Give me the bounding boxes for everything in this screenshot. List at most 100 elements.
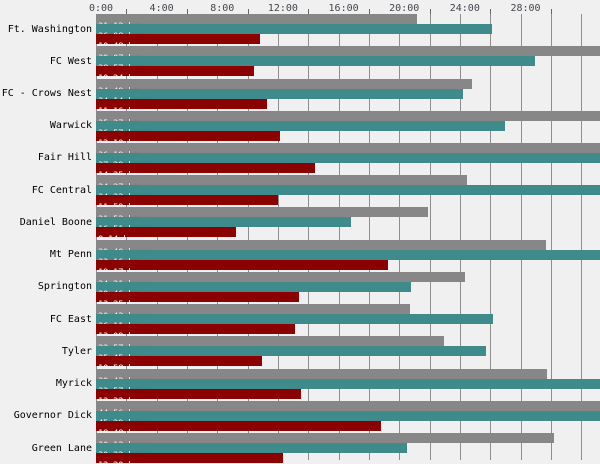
- bar-value-label: 9:14<br>ψ: [96, 235, 144, 237]
- teal-bar-series-bar: 26:11<br>ψ: [96, 314, 493, 325]
- gridline: [490, 14, 492, 460]
- bar-value-label: 12:20<br>ψ: [96, 461, 149, 463]
- teal-bar-series-bar: 33:16<br>ψ: [96, 249, 600, 260]
- axis-minor-tick: [308, 9, 310, 14]
- bar-value-label: 25:45<br>ψ: [96, 354, 149, 356]
- bar-value-label: 28:57<br>ψ: [96, 64, 149, 66]
- bar-value-label: 29:40<br>ψ: [96, 248, 149, 250]
- gridline: [277, 14, 279, 460]
- bar-value-label: 18:48<br>ψ: [96, 429, 149, 431]
- bar-value-label: 19:17<br>ψ: [96, 268, 149, 270]
- bar-value-label: 20:32<br>ψ: [96, 451, 149, 453]
- gridline: [247, 14, 249, 460]
- axis-minor-tick: [247, 9, 249, 14]
- teal-bar-series-bar: 45:29<br>ψ: [96, 410, 600, 421]
- bar-value-label: 10:24<br>ψ: [96, 74, 149, 76]
- dark-red-bar-series-bar: 11:59<br>ψ: [96, 195, 278, 206]
- dark-red-bar-series-bar: 10:24<br>ψ: [96, 66, 254, 77]
- dark-red-bar-series-bar: 9:14<br>ψ: [96, 227, 236, 238]
- axis-tick-label: 4:00: [149, 3, 174, 14]
- bar-value-label: 11:16<br>ψ: [96, 107, 149, 109]
- dark-red-bar-series-bar: 12:20<br>ψ: [96, 453, 283, 463]
- gray-bar-series-bar: 30:13<br>ψ: [96, 433, 555, 443]
- bar-value-label: 39:07<br>ψ: [96, 54, 149, 56]
- bar-value-label: 37:29<br>ψ: [96, 161, 149, 163]
- gridline: [308, 14, 310, 460]
- bar-value-label: 10:58<br>ψ: [96, 364, 149, 366]
- axis-tick-label: 16:00: [328, 3, 359, 14]
- axis-minor-tick: [490, 9, 492, 14]
- gray-bar-series-bar: 24:21<br>ψ: [96, 271, 466, 282]
- dark-red-bar-series-bar: 11:16<br>ψ: [96, 98, 267, 109]
- axis-minor-tick: [187, 9, 188, 14]
- gray-bar-series-bar: 21:12<br>ψ: [96, 14, 418, 24]
- gray-bar-series-bar: 36:19<br>ψ: [96, 142, 600, 153]
- gray-bar-series-bar: 24:49<br>ψ: [96, 78, 473, 89]
- bar-value-label: 29:43<br>ψ: [96, 377, 149, 379]
- teal-bar-series-bar: 24:14<br>ψ: [96, 88, 464, 99]
- gray-bar-series-bar: 29:40<br>ψ: [96, 239, 546, 250]
- gridline: [459, 14, 461, 460]
- dark-red-bar-series-bar: 19:17<br>ψ: [96, 259, 389, 270]
- bar-value-label: 36:19<br>ψ: [96, 151, 149, 153]
- axis-minor-tick: [550, 9, 552, 14]
- category-label: Warwick: [49, 120, 92, 132]
- bar-value-label: 26:57<br>ψ: [96, 129, 149, 131]
- gray-bar-series-bar: 39:07<br>ψ: [96, 46, 600, 57]
- bar-value-label: 24:27<br>ψ: [96, 183, 149, 185]
- gray-bar-series-bar: 24:27<br>ψ: [96, 175, 467, 186]
- axis-tick-label: 0:00: [88, 3, 114, 14]
- axis-tick-label: 8:00: [210, 3, 235, 14]
- teal-bar-series-bar: 25:45<br>ψ: [96, 346, 487, 357]
- gridline: [368, 14, 370, 460]
- category-label: Daniel Boone: [19, 216, 92, 228]
- gridline: [550, 14, 552, 460]
- bar-value-label: 11:59<br>ψ: [96, 203, 149, 205]
- axis-tick-label: 20:00: [389, 3, 420, 14]
- gridline: [581, 14, 583, 460]
- bar-value-label: 33:16<br>ψ: [96, 258, 149, 260]
- category-label: Myrick: [55, 378, 92, 389]
- axis-minor-tick: [126, 9, 128, 14]
- dark-red-bar-series-bar: 12:10<br>ψ: [96, 130, 281, 141]
- teal-bar-series-bar: 20:32<br>ψ: [96, 443, 408, 453]
- gray-bar-series-bar: 35:37<br>ψ: [96, 110, 600, 121]
- bar-value-label: 26:08<br>ψ: [96, 32, 149, 34]
- teal-bar-series-bar: 34:22<br>ψ: [96, 185, 600, 196]
- teal-bar-series-bar: 20:46<br>ψ: [96, 281, 411, 292]
- axis-tick-label: 24:00: [449, 3, 480, 14]
- bar-value-label: 21:12<br>ψ: [96, 22, 149, 24]
- teal-bar-series-bar: 28:57<br>ψ: [96, 56, 535, 67]
- dark-red-bar-series-bar: 10:58<br>ψ: [96, 356, 263, 367]
- bar-value-label: 24:49<br>ψ: [96, 87, 149, 89]
- dark-red-bar-series-bar: 14:25<br>ψ: [96, 162, 315, 173]
- bar-value-label: 34:22<br>ψ: [96, 193, 149, 195]
- bar-value-label: 30:13<br>ψ: [96, 441, 149, 443]
- category-label: FC West: [49, 55, 92, 67]
- category-label: FC Central: [31, 184, 92, 196]
- gridline: [399, 14, 401, 460]
- bar-value-label: 22:57<br>ψ: [96, 344, 149, 346]
- bar-value-label: 13:25<br>ψ: [96, 300, 149, 302]
- category-label: Green Lane: [31, 442, 92, 454]
- dark-red-bar-series-bar: 18:48<br>ψ: [96, 420, 381, 431]
- gray-bar-series-bar: 20:43<br>ψ: [96, 304, 411, 315]
- bar-value-label: 24:21<br>ψ: [96, 280, 149, 282]
- category-label: FC East: [49, 313, 92, 325]
- bar-value-label: 14:25<br>ψ: [96, 171, 149, 173]
- category-label: Springton: [37, 281, 92, 293]
- axis-minor-tick: [368, 9, 370, 14]
- category-label: FC - Crows Nest: [1, 88, 92, 99]
- gridline: [429, 14, 431, 460]
- bar-value-label: 33:57<br>ψ: [96, 387, 149, 389]
- category-label: Mt Penn: [49, 249, 92, 261]
- bar-value-label: 45:29<br>ψ: [96, 419, 149, 421]
- teal-bar-series-bar: 33:57<br>ψ: [96, 378, 600, 389]
- bar-value-label: 44:56<br>ψ: [96, 409, 149, 411]
- bar-value-label: 26:11<br>ψ: [96, 322, 149, 324]
- gray-bar-series-bar: 21:52<br>ψ: [96, 207, 428, 218]
- gridline: [338, 14, 340, 460]
- category-label: Ft. Washington: [7, 23, 92, 35]
- bar-value-label: 13:09<br>ψ: [96, 332, 149, 334]
